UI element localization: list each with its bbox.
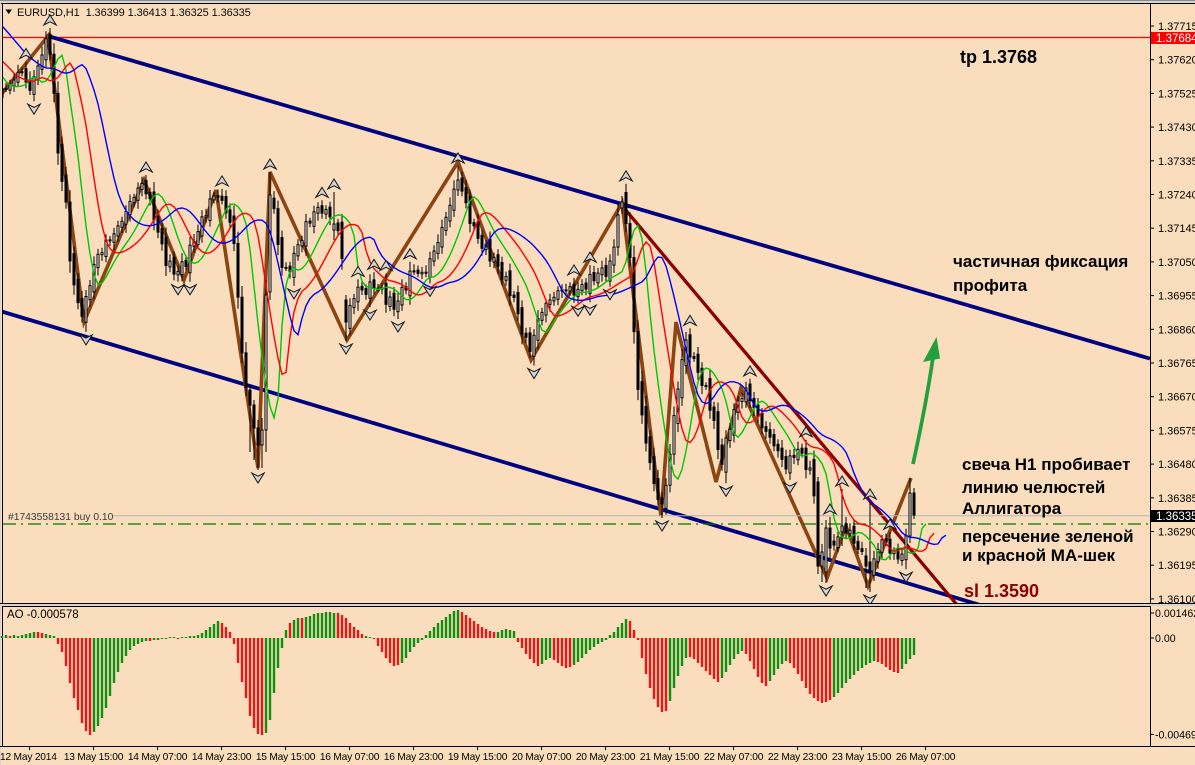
svg-text:22 May 23:00: 22 May 23:00 bbox=[768, 752, 828, 763]
svg-text:1.37145: 1.37145 bbox=[1158, 223, 1195, 235]
svg-text:20 May 07:00: 20 May 07:00 bbox=[512, 752, 572, 763]
svg-text:1.36385: 1.36385 bbox=[1158, 493, 1195, 505]
svg-text:14 May 23:00: 14 May 23:00 bbox=[192, 752, 252, 763]
svg-text:0.00: 0.00 bbox=[1155, 633, 1176, 645]
svg-text:профита: профита bbox=[953, 276, 1028, 295]
svg-text:22 May 07:00: 22 May 07:00 bbox=[704, 752, 764, 763]
svg-text:1.37430: 1.37430 bbox=[1158, 122, 1195, 134]
svg-text:-0.004695: -0.004695 bbox=[1155, 729, 1195, 741]
svg-text:20 May 23:00: 20 May 23:00 bbox=[576, 752, 636, 763]
svg-text:линию челюстей: линию челюстей bbox=[962, 478, 1105, 497]
svg-text:1.36575: 1.36575 bbox=[1158, 425, 1195, 437]
svg-text:13 May 15:00: 13 May 15:00 bbox=[64, 752, 124, 763]
svg-text:1.36860: 1.36860 bbox=[1158, 324, 1195, 336]
svg-text:1.37050: 1.37050 bbox=[1158, 257, 1195, 269]
svg-text:свеча H1 пробивает: свеча H1 пробивает bbox=[962, 455, 1130, 474]
svg-text:1.36670: 1.36670 bbox=[1158, 392, 1195, 404]
svg-text:15 May 15:00: 15 May 15:00 bbox=[256, 752, 316, 763]
svg-text:Аллигатора: Аллигатора bbox=[962, 499, 1062, 518]
svg-text:12 May 2014: 12 May 2014 bbox=[0, 752, 57, 763]
svg-text:tp 1.3768: tp 1.3768 bbox=[960, 47, 1037, 67]
svg-text:14 May 07:00: 14 May 07:00 bbox=[128, 752, 188, 763]
svg-text:26 May 07:00: 26 May 07:00 bbox=[896, 752, 956, 763]
svg-text:1.36195: 1.36195 bbox=[1158, 560, 1195, 572]
svg-text:#1743558131 buy 0.10: #1743558131 buy 0.10 bbox=[8, 512, 114, 523]
svg-text:1.36765: 1.36765 bbox=[1158, 358, 1195, 370]
svg-text:1.36480: 1.36480 bbox=[1158, 459, 1195, 471]
svg-text:1.36100: 1.36100 bbox=[1158, 594, 1195, 606]
svg-text:19 May 15:00: 19 May 15:00 bbox=[448, 752, 508, 763]
svg-text:sl 1.3590: sl 1.3590 bbox=[964, 581, 1039, 601]
svg-text:и красной МА-шек: и красной МА-шек bbox=[962, 546, 1116, 565]
svg-text:16 May 23:00: 16 May 23:00 bbox=[384, 752, 444, 763]
svg-text:1.37620: 1.37620 bbox=[1158, 55, 1195, 67]
svg-text:23 May 15:00: 23 May 15:00 bbox=[832, 752, 892, 763]
svg-text:1.37715: 1.37715 bbox=[1158, 21, 1195, 33]
svg-text:1.36955: 1.36955 bbox=[1158, 291, 1195, 303]
svg-text:EURUSD,H1 1.36399 1.36413 1.3: EURUSD,H1 1.36399 1.36413 1.36325 1.3633… bbox=[17, 7, 251, 19]
svg-text:1.37240: 1.37240 bbox=[1158, 190, 1195, 202]
svg-text:21 May 15:00: 21 May 15:00 bbox=[640, 752, 700, 763]
svg-text:1.36290: 1.36290 bbox=[1158, 527, 1195, 539]
svg-text:1.37335: 1.37335 bbox=[1158, 156, 1195, 168]
svg-text:1.36335: 1.36335 bbox=[1156, 511, 1195, 523]
svg-text:1.37525: 1.37525 bbox=[1158, 88, 1195, 100]
svg-text:16 May 07:00: 16 May 07:00 bbox=[320, 752, 380, 763]
svg-text:1.37684: 1.37684 bbox=[1156, 33, 1195, 45]
svg-text:персечение зеленой: персечение зеленой bbox=[962, 527, 1134, 546]
svg-text:частичная фиксация: частичная фиксация bbox=[953, 252, 1128, 271]
svg-text:0.001462: 0.001462 bbox=[1155, 608, 1195, 620]
svg-text:AO -0.000578: AO -0.000578 bbox=[7, 609, 79, 621]
